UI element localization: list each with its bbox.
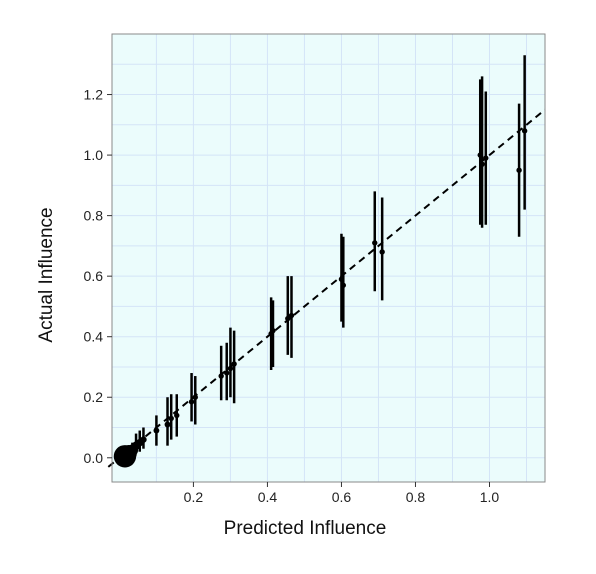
data-point — [521, 128, 528, 134]
y-tick-label: 1.2 — [84, 87, 104, 103]
data-point — [483, 155, 489, 161]
data-point — [174, 412, 180, 419]
data-point — [379, 249, 385, 255]
plot-border — [111, 33, 546, 483]
x-axis-title: Predicted Influence — [224, 518, 387, 539]
y-axis-ticks: 0.0 0.2 0.4 0.6 0.8 1.0 1.2 — [84, 87, 112, 466]
x-tick-label: 0.8 — [406, 489, 426, 505]
grid-lines — [112, 34, 545, 482]
data-point — [338, 276, 345, 282]
x-tick-label: 0.4 — [258, 489, 278, 505]
data-point — [188, 399, 195, 405]
data-point — [218, 373, 224, 379]
data-point — [270, 327, 276, 334]
data-point — [192, 394, 198, 400]
y-tick-label: 0.0 — [84, 450, 104, 466]
y-axis-title: Actual Influence — [36, 207, 57, 342]
data-point — [227, 365, 234, 372]
y-tick-label: 0.4 — [84, 329, 104, 345]
data-point — [231, 361, 237, 367]
data-point — [168, 415, 174, 422]
x-tick-label: 0.6 — [332, 489, 352, 505]
data-point — [516, 167, 522, 173]
data-point — [340, 282, 347, 288]
x-tick-label: 0.2 — [184, 489, 204, 505]
data-point — [479, 161, 485, 167]
data-point — [164, 421, 171, 428]
x-tick-label: 1.0 — [480, 489, 500, 505]
data-point — [372, 240, 378, 246]
data-point — [224, 370, 230, 376]
y-tick-label: 0.6 — [84, 268, 104, 284]
data-point — [140, 436, 147, 443]
y-tick-label: 1.0 — [84, 147, 104, 163]
reference-line — [107, 108, 546, 468]
y-tick-label: 0.8 — [84, 208, 104, 224]
plot-panel — [112, 34, 545, 482]
y-tick-label: 0.2 — [84, 389, 104, 405]
x-axis-ticks: 0.2 0.4 0.6 0.8 1.0 — [184, 482, 500, 505]
data-point — [153, 427, 160, 434]
data-points — [113, 128, 528, 468]
data-point — [285, 315, 291, 322]
data-point — [477, 152, 483, 158]
data-point — [288, 312, 295, 319]
